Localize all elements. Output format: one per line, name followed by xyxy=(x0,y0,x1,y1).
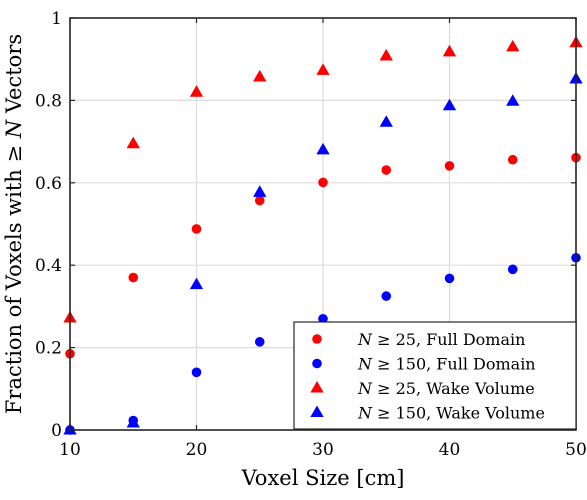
data-point xyxy=(253,185,267,197)
x-axis-label: Voxel Size [cm] xyxy=(241,466,405,490)
data-point xyxy=(191,224,202,234)
legend-label: N ≥ 150, Wake Volume xyxy=(357,404,545,423)
data-point xyxy=(507,264,518,275)
data-point xyxy=(381,165,392,175)
legend-marker xyxy=(310,405,324,418)
y-tick-label: 0.6 xyxy=(35,174,62,194)
data-point xyxy=(379,48,393,61)
data-point xyxy=(253,69,267,82)
data-point xyxy=(444,161,455,171)
legend-box xyxy=(293,321,577,430)
x-tick-label: 50 xyxy=(565,440,587,460)
data-point xyxy=(442,44,457,57)
y-axis-label-text-b: Vectors xyxy=(2,34,26,120)
y-axis-label-n: N xyxy=(2,119,26,139)
data-point xyxy=(381,291,392,301)
legend-marker xyxy=(312,334,322,344)
data-point xyxy=(189,85,204,97)
data-point xyxy=(191,367,202,378)
data-point xyxy=(507,154,518,165)
data-point xyxy=(442,98,457,111)
y-tick-label: 0 xyxy=(51,421,62,441)
data-point xyxy=(506,39,520,52)
legend-label: N ≥ 25, Wake Volume xyxy=(357,379,535,398)
y-axis-label-text-a: Fraction of Voxels with ≥ xyxy=(2,138,26,414)
data-point xyxy=(254,337,265,347)
data-point xyxy=(126,415,140,428)
legend: N ≥ 25, Full Domain N ≥ 150, Full Domain N… xyxy=(293,321,577,430)
legend-label: N ≥ 25, Full Domain xyxy=(357,330,525,349)
legend-marker xyxy=(312,358,322,369)
data-point xyxy=(379,115,393,127)
y-tick-label: 0.2 xyxy=(35,339,62,359)
data-point xyxy=(506,94,520,106)
data-point xyxy=(444,273,455,284)
data-point xyxy=(126,136,140,149)
data-point xyxy=(254,195,265,206)
x-tick-label: 30 xyxy=(312,440,334,460)
legend-marker xyxy=(310,381,324,393)
x-tick-label: 40 xyxy=(439,440,461,460)
data-point xyxy=(318,177,328,188)
axis-ticks: 10 20 30 40 50 0 0.2 0.4 0.6 0.8 1 xyxy=(35,9,587,460)
x-tick-label: 20 xyxy=(186,440,208,460)
y-axis-label: Fraction of Voxels with ≥ N Vectors xyxy=(2,34,26,414)
data-point xyxy=(128,272,139,283)
data-point xyxy=(316,63,330,75)
data-point xyxy=(316,142,330,155)
y-tick-label: 1 xyxy=(51,9,62,29)
data-point xyxy=(189,277,204,290)
svg-text:Fraction of Voxels with ≥ N Ve: Fraction of Voxels with ≥ N Vectors xyxy=(2,34,26,414)
legend-label: N ≥ 150, Full Domain xyxy=(357,355,536,374)
y-tick-label: 0.4 xyxy=(35,256,62,276)
x-tick-label: 10 xyxy=(59,440,81,460)
data-point xyxy=(318,313,328,324)
y-tick-label: 0.8 xyxy=(35,91,62,111)
